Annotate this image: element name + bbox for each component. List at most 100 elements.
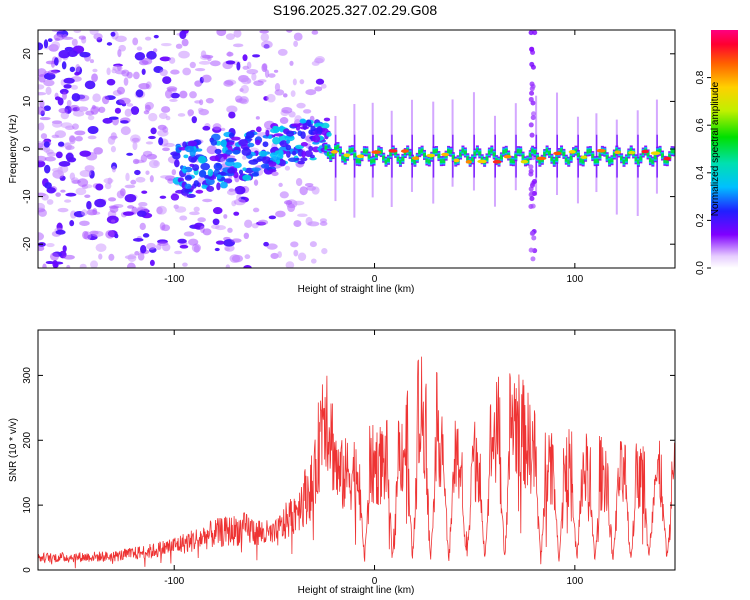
noise-blob [38,92,47,96]
spectrogram-blobs [38,30,675,268]
noise-blob [216,30,227,37]
main-line-core [425,158,429,163]
main-line-hotspot [453,158,460,163]
noise-blob [270,252,279,260]
noise-blob [130,179,137,185]
main-line-core [528,153,532,158]
transition-blob [198,170,207,178]
noise-blob [127,262,136,268]
noise-blob [175,43,183,49]
noise-blob [144,36,152,41]
noise-blob [263,241,269,247]
noise-blob [66,156,77,163]
main-line-core [374,153,378,158]
transition-blob [227,167,236,174]
noise-blob [69,104,80,112]
main-line-hotspot [628,150,636,155]
noise-blob [253,80,264,86]
noise-blob [275,210,286,218]
noise-blob [118,44,127,52]
noise-blob [321,83,327,89]
main-line-hotspot [553,151,562,156]
noise-blob [223,80,234,87]
noise-blob [55,229,66,235]
noise-blob [226,105,238,114]
noise-blob [267,73,276,78]
transition-blob [214,148,222,155]
noise-blob [259,30,270,34]
noise-blob [73,30,82,34]
main-line-core [398,159,402,164]
noise-blob [79,150,92,157]
main-line-core [653,155,657,160]
transition-blob [279,140,289,148]
noise-blob [295,177,303,187]
main-line-core [480,157,484,162]
interference-blob [528,96,534,102]
noise-blob [309,241,317,248]
noise-blob [122,211,135,216]
transition-blob [321,122,330,129]
interference-blob [529,61,535,67]
transition-blob [187,140,198,147]
interference-blob [528,122,534,128]
noise-blob [137,252,145,261]
noise-blob [202,198,213,203]
noise-blob [319,221,328,226]
noise-blob [134,159,145,164]
noise-blob [84,80,96,90]
noise-blob [321,247,328,255]
transition-blob [201,184,208,189]
transition-blob [268,161,277,167]
main-line-core [502,149,506,154]
noise-blob [51,167,61,173]
noise-blob [124,194,137,203]
noise-blob [146,242,156,250]
noise-blob [293,249,299,257]
noise-blob [71,123,79,130]
noise-blob [240,77,252,85]
noise-blob [284,165,291,171]
noise-blob [59,88,69,95]
transition-blob [209,155,219,162]
noise-blob [110,145,116,153]
main-line-core [586,149,590,154]
noise-blob [194,80,202,87]
snr-marks [37,356,676,569]
noise-blob [158,137,164,146]
noise-blob [98,106,106,113]
snr-frame [37,329,676,571]
noise-blob [43,105,51,112]
noise-blob [160,42,172,47]
transition-blob [272,136,281,145]
transition-blob [232,150,241,155]
noise-blob [42,263,47,268]
interference-blob [528,168,534,174]
main-line-core [384,159,388,164]
noise-blob [281,106,293,114]
noise-blob [159,175,172,179]
main-line-core [343,157,347,162]
noise-blob [215,240,225,245]
main-line-core [439,159,443,164]
noise-blob [268,215,277,220]
main-line-core [555,156,559,161]
main-line-core [403,151,407,156]
transition-blob [223,153,228,160]
noise-blob [126,152,133,156]
main-line-core [473,151,477,156]
interference-blob [529,231,535,237]
noise-blob [220,127,226,132]
noise-blob [106,78,116,86]
noise-blob [69,172,76,181]
main-line-hotspot [388,149,398,153]
noise-blob [124,108,132,117]
noise-blob [296,102,306,109]
noise-blob [63,254,75,260]
noise-blob [69,220,75,227]
noise-blob [261,40,273,49]
noise-blob [285,261,295,268]
transition-blob [278,159,286,167]
noise-blob [134,51,146,61]
interference-blob [528,247,534,253]
